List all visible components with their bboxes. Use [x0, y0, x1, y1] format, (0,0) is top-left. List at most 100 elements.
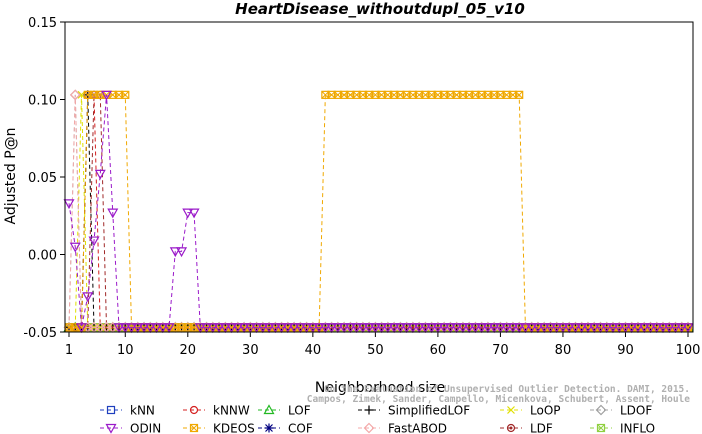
data-point — [515, 90, 524, 99]
data-point — [488, 323, 500, 334]
data-point — [576, 323, 588, 334]
y-tick-label: 0.15 — [28, 16, 57, 31]
data-point — [338, 323, 350, 334]
data-point — [182, 208, 194, 219]
series-line — [69, 94, 688, 328]
data-point — [288, 323, 300, 334]
legend-item-simplifiedlof: SimplifiedLOF — [358, 404, 470, 418]
y-tick-label: 0.10 — [28, 94, 57, 109]
data-point — [294, 323, 306, 334]
data-point — [188, 208, 200, 219]
data-point — [519, 323, 531, 334]
x-tick-label: 20 — [180, 343, 197, 358]
data-point — [169, 247, 181, 258]
data-point — [351, 323, 363, 334]
data-point — [363, 422, 375, 434]
data-point — [157, 323, 169, 334]
data-point — [538, 323, 550, 334]
data-point — [582, 323, 594, 334]
data-point — [269, 323, 281, 334]
data-point — [138, 323, 150, 334]
legend-item-kdeos: KDEOS — [183, 422, 255, 434]
series-odin — [63, 90, 694, 334]
x-tick-label: 50 — [367, 343, 384, 358]
data-point — [121, 90, 130, 99]
data-point — [526, 323, 538, 334]
series-fastabod — [63, 89, 694, 333]
x-tick-label: 70 — [492, 343, 509, 358]
data-point — [194, 323, 206, 334]
legend-label: LDOF — [620, 404, 652, 418]
legend-item-ldf: LDF — [500, 422, 553, 434]
data-point — [201, 323, 213, 334]
x-tick-label: 60 — [430, 343, 447, 358]
data-point — [469, 323, 481, 334]
watermark-line-1: On the Evaluation of Unsupervised Outlie… — [324, 384, 690, 395]
data-point — [189, 423, 199, 433]
data-point — [501, 323, 513, 334]
data-point — [332, 323, 344, 334]
data-point — [69, 242, 81, 253]
data-point — [113, 323, 125, 334]
data-point — [601, 323, 613, 334]
data-point — [626, 323, 638, 334]
data-point — [369, 323, 381, 334]
x-tick-label: 100 — [676, 343, 701, 358]
data-point — [263, 323, 275, 334]
x-tick-label: 80 — [555, 343, 572, 358]
data-point — [244, 323, 256, 334]
data-point — [663, 323, 675, 334]
legend-item-inflo: INFLO — [590, 422, 655, 434]
data-point — [407, 323, 419, 334]
data-point — [588, 323, 600, 334]
data-point — [125, 323, 138, 334]
data-point — [544, 323, 556, 334]
legend-label: SimplifiedLOF — [388, 404, 470, 418]
data-point — [94, 169, 106, 180]
data-point — [232, 323, 244, 334]
series-simplifiedlof — [64, 90, 693, 332]
data-point — [507, 406, 515, 414]
data-point — [595, 404, 607, 416]
legend-item-ldof: LDOF — [590, 404, 652, 418]
series-layer — [63, 89, 694, 334]
series-ldf — [64, 90, 693, 332]
legend-label: kNN — [130, 404, 155, 418]
data-point — [376, 323, 388, 334]
legend-item-loop: LoOP — [500, 404, 561, 418]
data-point — [238, 323, 250, 334]
data-point — [82, 292, 94, 303]
legend-label: FastABOD — [388, 422, 447, 434]
data-point — [107, 208, 119, 219]
data-point — [494, 323, 506, 334]
legend-item-knnw: kNNW — [183, 404, 250, 418]
data-point — [457, 323, 469, 334]
data-point — [513, 323, 525, 334]
x-tick-label: 90 — [617, 343, 634, 358]
data-point — [364, 405, 374, 415]
legend-label: LOF — [288, 404, 311, 418]
data-point — [551, 323, 563, 334]
data-point — [344, 323, 356, 334]
data-point — [438, 323, 450, 334]
legend-label: KDEOS — [213, 422, 255, 434]
data-point — [426, 323, 438, 334]
data-point — [532, 323, 544, 334]
data-point — [105, 423, 117, 434]
data-point — [63, 199, 75, 210]
data-point — [444, 323, 456, 334]
watermark-line-2: Campos, Zimek, Sander, Campello, Micenko… — [307, 394, 690, 405]
data-point — [669, 323, 682, 334]
data-point — [394, 323, 406, 334]
series-line — [69, 94, 688, 328]
series-line — [69, 94, 688, 328]
data-point — [594, 323, 606, 334]
data-point — [307, 323, 319, 334]
data-point — [388, 323, 400, 334]
data-point — [482, 323, 494, 334]
y-axis-label: Adjusted P@n — [3, 127, 19, 224]
data-point — [100, 90, 113, 101]
legend-item-fastabod: FastABOD — [358, 422, 447, 434]
data-point — [463, 323, 475, 334]
series-ldof — [63, 89, 694, 333]
